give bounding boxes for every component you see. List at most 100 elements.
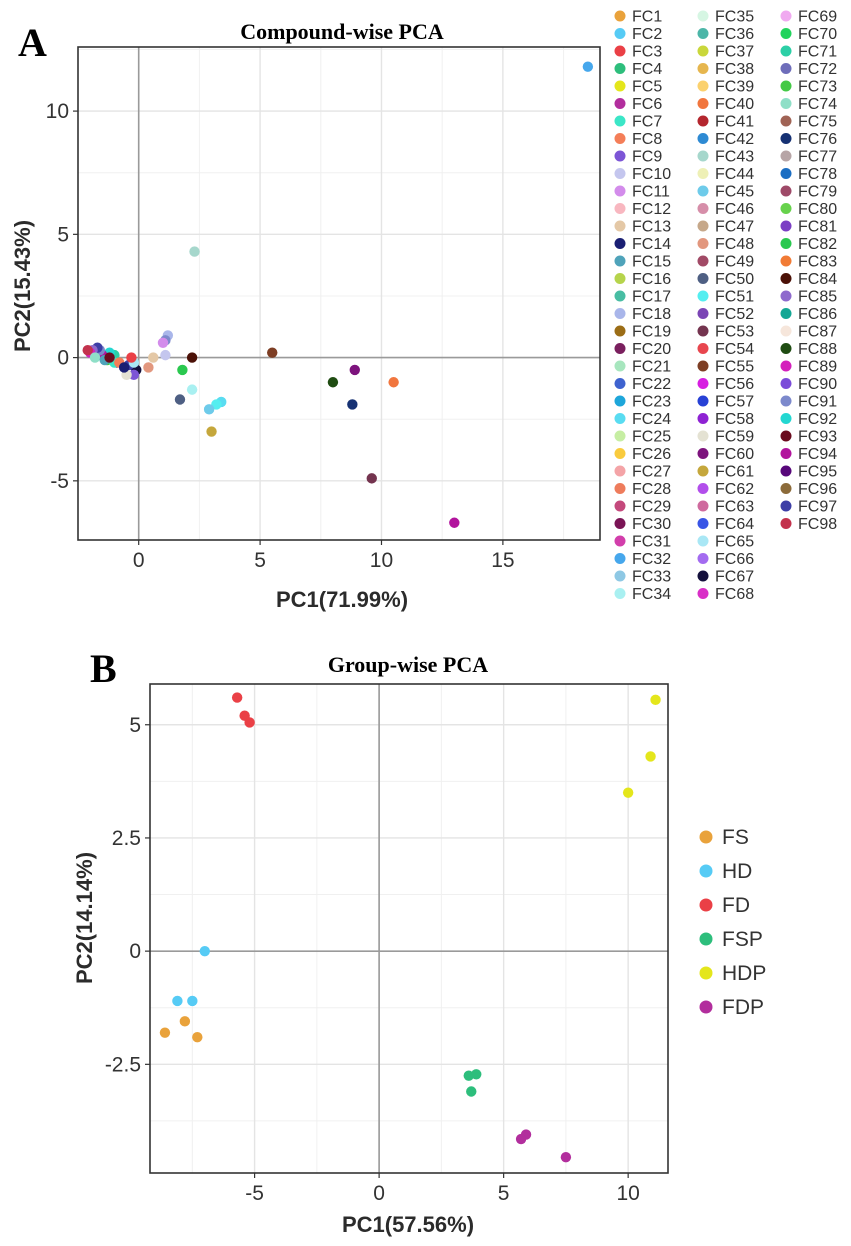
panel-b-data-point <box>244 717 255 728</box>
panel-a-legend-label: FC36 <box>715 26 754 43</box>
panel-a-legend-swatch <box>780 360 792 372</box>
panel-a-legend-swatch <box>697 168 709 179</box>
panel-a-legend-label: FC6 <box>632 96 662 113</box>
panel-a-legend-swatch <box>697 255 709 267</box>
panel-a-legend-label: FC8 <box>632 131 662 148</box>
panel-a-data-point <box>177 364 188 376</box>
panel-b-data-point <box>159 1027 171 1038</box>
panel-a-legend-swatch <box>697 150 709 162</box>
panel-a-data-point <box>347 399 358 410</box>
panel-a-y-tick-label: -5 <box>50 470 69 493</box>
panel-a-legend-swatch <box>780 98 792 109</box>
panel-b-legend-swatch <box>699 898 713 912</box>
panel-a-legend-label: FC60 <box>715 446 754 463</box>
panel-b-data-point <box>645 751 656 762</box>
panel-a-y-axis-label: PC2(15.43%) <box>10 220 35 352</box>
panel-a-legend-swatch <box>780 80 792 92</box>
panel-a-legend-label: FC2 <box>632 26 662 43</box>
panel-a-legend-swatch <box>780 448 792 459</box>
panel-a-legend-label: FC59 <box>715 429 754 446</box>
panel-a-y-tick-label: 5 <box>57 223 69 246</box>
panel-a-legend-swatch <box>780 378 792 389</box>
panel-a-legend-swatch <box>697 28 709 39</box>
panel-a-legend-swatch <box>614 570 626 582</box>
panel-a-legend-swatch <box>614 378 626 389</box>
panel-a-legend-swatch <box>697 465 709 477</box>
panel-a-legend-label: FC24 <box>632 411 671 428</box>
panel-a-title: Compound-wise PCA <box>240 19 444 44</box>
panel-a-data-point <box>143 362 154 373</box>
panel-a-legend-label: FC61 <box>715 464 754 481</box>
panel-a-legend-label: FC96 <box>798 481 837 498</box>
panel-a-legend-swatch <box>614 308 626 319</box>
panel-a-legend-swatch <box>697 518 709 529</box>
panel-a-legend-swatch <box>614 255 626 267</box>
panel-a-legend-label: FC13 <box>632 219 671 236</box>
panel-a-legend-label: FC14 <box>632 236 671 253</box>
panel-a-legend-label: FC30 <box>632 516 671 533</box>
panel-a-legend-swatch <box>780 203 792 214</box>
panel-a-legend-swatch <box>614 150 626 162</box>
panel-a-legend-label: FC70 <box>798 26 837 43</box>
panel-a-legend-swatch <box>780 185 792 197</box>
panel-b-y-tick-label: 2.5 <box>112 827 141 850</box>
panel-a-data-point <box>582 61 594 72</box>
panel-a-legend-label: FC25 <box>632 429 671 446</box>
panel-a-legend-label: FC23 <box>632 394 671 411</box>
panel-a-y-tick-label: 0 <box>57 347 69 370</box>
panel-b-label: B <box>90 646 117 691</box>
panel-a-x-axis-label: PC1(71.99%) <box>276 587 408 612</box>
panel-a-legend-label: FC65 <box>715 534 754 551</box>
panel-a-legend-label: FC42 <box>715 131 754 148</box>
panel-a-legend-swatch <box>614 115 626 127</box>
panel-b-y-tick-label: 0 <box>129 940 141 963</box>
panel-b-data-point <box>466 1086 477 1097</box>
panel-a-legend-swatch <box>697 483 709 494</box>
panel-b-legend-swatch <box>699 1000 713 1014</box>
panel-a-legend-swatch <box>780 325 792 337</box>
panel-a-legend-label: FC67 <box>715 569 754 586</box>
panel-b-data-point <box>650 694 661 706</box>
panel-a-legend-label: FC75 <box>798 114 837 131</box>
panel-a-legend-swatch <box>697 133 709 144</box>
panel-a-legend-label: FC41 <box>715 114 754 131</box>
panel-a-legend-label: FC52 <box>715 306 754 323</box>
panel-a-legend-swatch <box>614 325 626 337</box>
panel-a-legend-label: FC48 <box>715 236 754 253</box>
panel-b-x-tick-label: 10 <box>616 1182 639 1205</box>
panel-a-legend-label: FC18 <box>632 306 671 323</box>
panel-a-legend-swatch <box>697 45 709 57</box>
panel-a-legend-label: FC63 <box>715 499 754 516</box>
panel-a-legend-label: FC82 <box>798 236 837 253</box>
panel-a-legend-swatch <box>697 413 709 424</box>
panel-a-data-point <box>157 337 169 348</box>
panel-a-legend-swatch <box>780 220 792 232</box>
panel-a-legend-label: FC58 <box>715 411 754 428</box>
panel-a-legend-swatch <box>614 430 626 442</box>
panel-b-data-point <box>179 1016 191 1027</box>
panel-a-x-tick-label: 0 <box>133 549 145 572</box>
panel-b-data-point <box>515 1133 527 1145</box>
panel-a-legend-swatch <box>780 500 792 512</box>
panel-a-data-point <box>366 473 377 484</box>
panel-b-legend-swatch <box>699 932 713 946</box>
panel-a-legend-swatch <box>697 448 709 459</box>
panel-a-legend-label: FC5 <box>632 79 662 96</box>
panel-a-legend-swatch <box>780 45 792 57</box>
panel-a-legend-swatch <box>614 290 626 302</box>
panel-a-legend-label: FC11 <box>632 184 670 201</box>
panel-a-legend-label: FC26 <box>632 446 671 463</box>
panel-b-y-tick-label: 5 <box>129 714 141 737</box>
panel-a-legend-swatch <box>780 168 792 179</box>
panel-a-label: A <box>18 20 47 65</box>
panel-a-legend-swatch <box>780 63 792 74</box>
panel-a-legend-label: FC39 <box>715 79 754 96</box>
panel-a-legend-swatch <box>780 133 792 144</box>
panel-b-legend-label: HDP <box>722 962 766 985</box>
panel-b-legend-swatch <box>699 966 713 980</box>
panel-a-legend-label: FC54 <box>715 341 754 358</box>
panel-a-data-point <box>89 352 101 363</box>
panel-a-legend-label: FC89 <box>798 359 837 376</box>
panel-a-legend-swatch <box>780 115 792 127</box>
panel-a-legend-label: FC72 <box>798 61 837 78</box>
